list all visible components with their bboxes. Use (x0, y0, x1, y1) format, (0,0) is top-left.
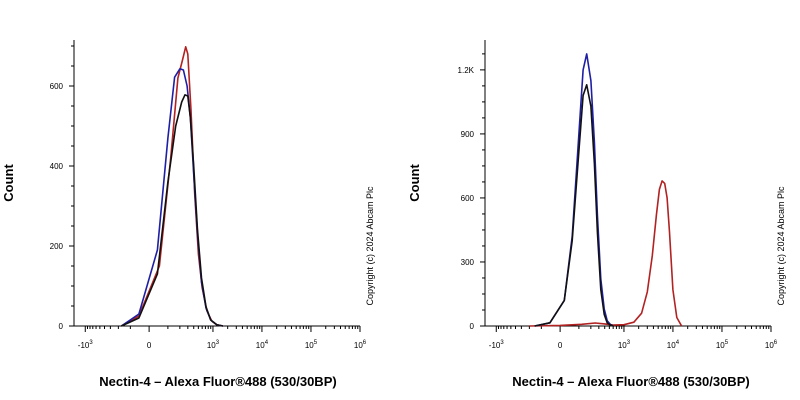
copyright-text: Copyright (c) 2024 Abcam Plc (776, 186, 786, 306)
x-tick-base: 10 (716, 341, 725, 350)
x-tick-base: 10 (207, 341, 216, 350)
y-tick-label: 400 (50, 162, 64, 171)
y-axis-title: Count (407, 164, 422, 202)
x-tick-exponent: 6 (774, 340, 778, 346)
x-tick-base: -10 (78, 341, 90, 350)
x-tick-exponent: 3 (500, 340, 504, 346)
y-tick-label: 0 (59, 322, 64, 331)
y-tick-label: 600 (461, 194, 475, 203)
x-tick-label: 0 (147, 341, 152, 350)
histogram-curve-red (121, 46, 224, 327)
x-tick-base: 0 (147, 341, 152, 350)
y-tick-label: 900 (461, 130, 475, 139)
x-axis-title: Nectin-4 – Alexa Fluor®488 (530/30BP) (512, 374, 749, 389)
x-tick-label: 0 (558, 341, 563, 350)
x-tick-label: 106 (354, 340, 367, 350)
x-tick-exponent: 4 (265, 340, 269, 346)
x-tick-exponent: 3 (627, 340, 631, 346)
x-tick-label: 104 (256, 340, 269, 350)
x-tick-exponent: 5 (725, 340, 729, 346)
y-tick-label: 0 (470, 322, 475, 331)
x-tick-base: 0 (558, 341, 563, 350)
x-tick-label: 104 (667, 340, 680, 350)
x-tick-label: 106 (765, 340, 778, 350)
x-tick-exponent: 6 (363, 340, 367, 346)
copyright-text: Copyright (c) 2024 Abcam Plc (365, 186, 375, 306)
histogram-curve-black (534, 84, 614, 327)
y-tick-label: 200 (50, 242, 64, 251)
y-tick-label: 1.2K (458, 66, 475, 75)
x-tick-label: -103 (489, 340, 505, 350)
x-tick-base: 10 (667, 341, 676, 350)
histogram-curve-black (121, 94, 224, 327)
x-tick-base: 10 (305, 341, 314, 350)
x-tick-base: 10 (354, 341, 363, 350)
x-tick-base: 10 (618, 341, 627, 350)
x-axis-title: Nectin-4 – Alexa Fluor®488 (530/30BP) (99, 374, 336, 389)
x-tick-label: -103 (78, 340, 94, 350)
x-tick-base: 10 (256, 341, 265, 350)
histogram-curve-red (529, 180, 683, 327)
x-tick-label: 103 (618, 340, 631, 350)
y-axis-title: Count (1, 164, 16, 202)
x-tick-exponent: 4 (676, 340, 680, 346)
x-tick-exponent: 3 (89, 340, 93, 346)
histogram-curve-blue (534, 53, 614, 327)
x-tick-exponent: 5 (314, 340, 318, 346)
x-tick-exponent: 3 (216, 340, 220, 346)
x-tick-base: 10 (765, 341, 774, 350)
x-tick-label: 103 (207, 340, 220, 350)
x-tick-label: 105 (305, 340, 318, 350)
x-tick-base: -10 (489, 341, 501, 350)
x-tick-label: 105 (716, 340, 729, 350)
y-tick-label: 600 (50, 82, 64, 91)
histogram-curve-blue (120, 68, 224, 327)
y-tick-label: 300 (461, 258, 475, 267)
